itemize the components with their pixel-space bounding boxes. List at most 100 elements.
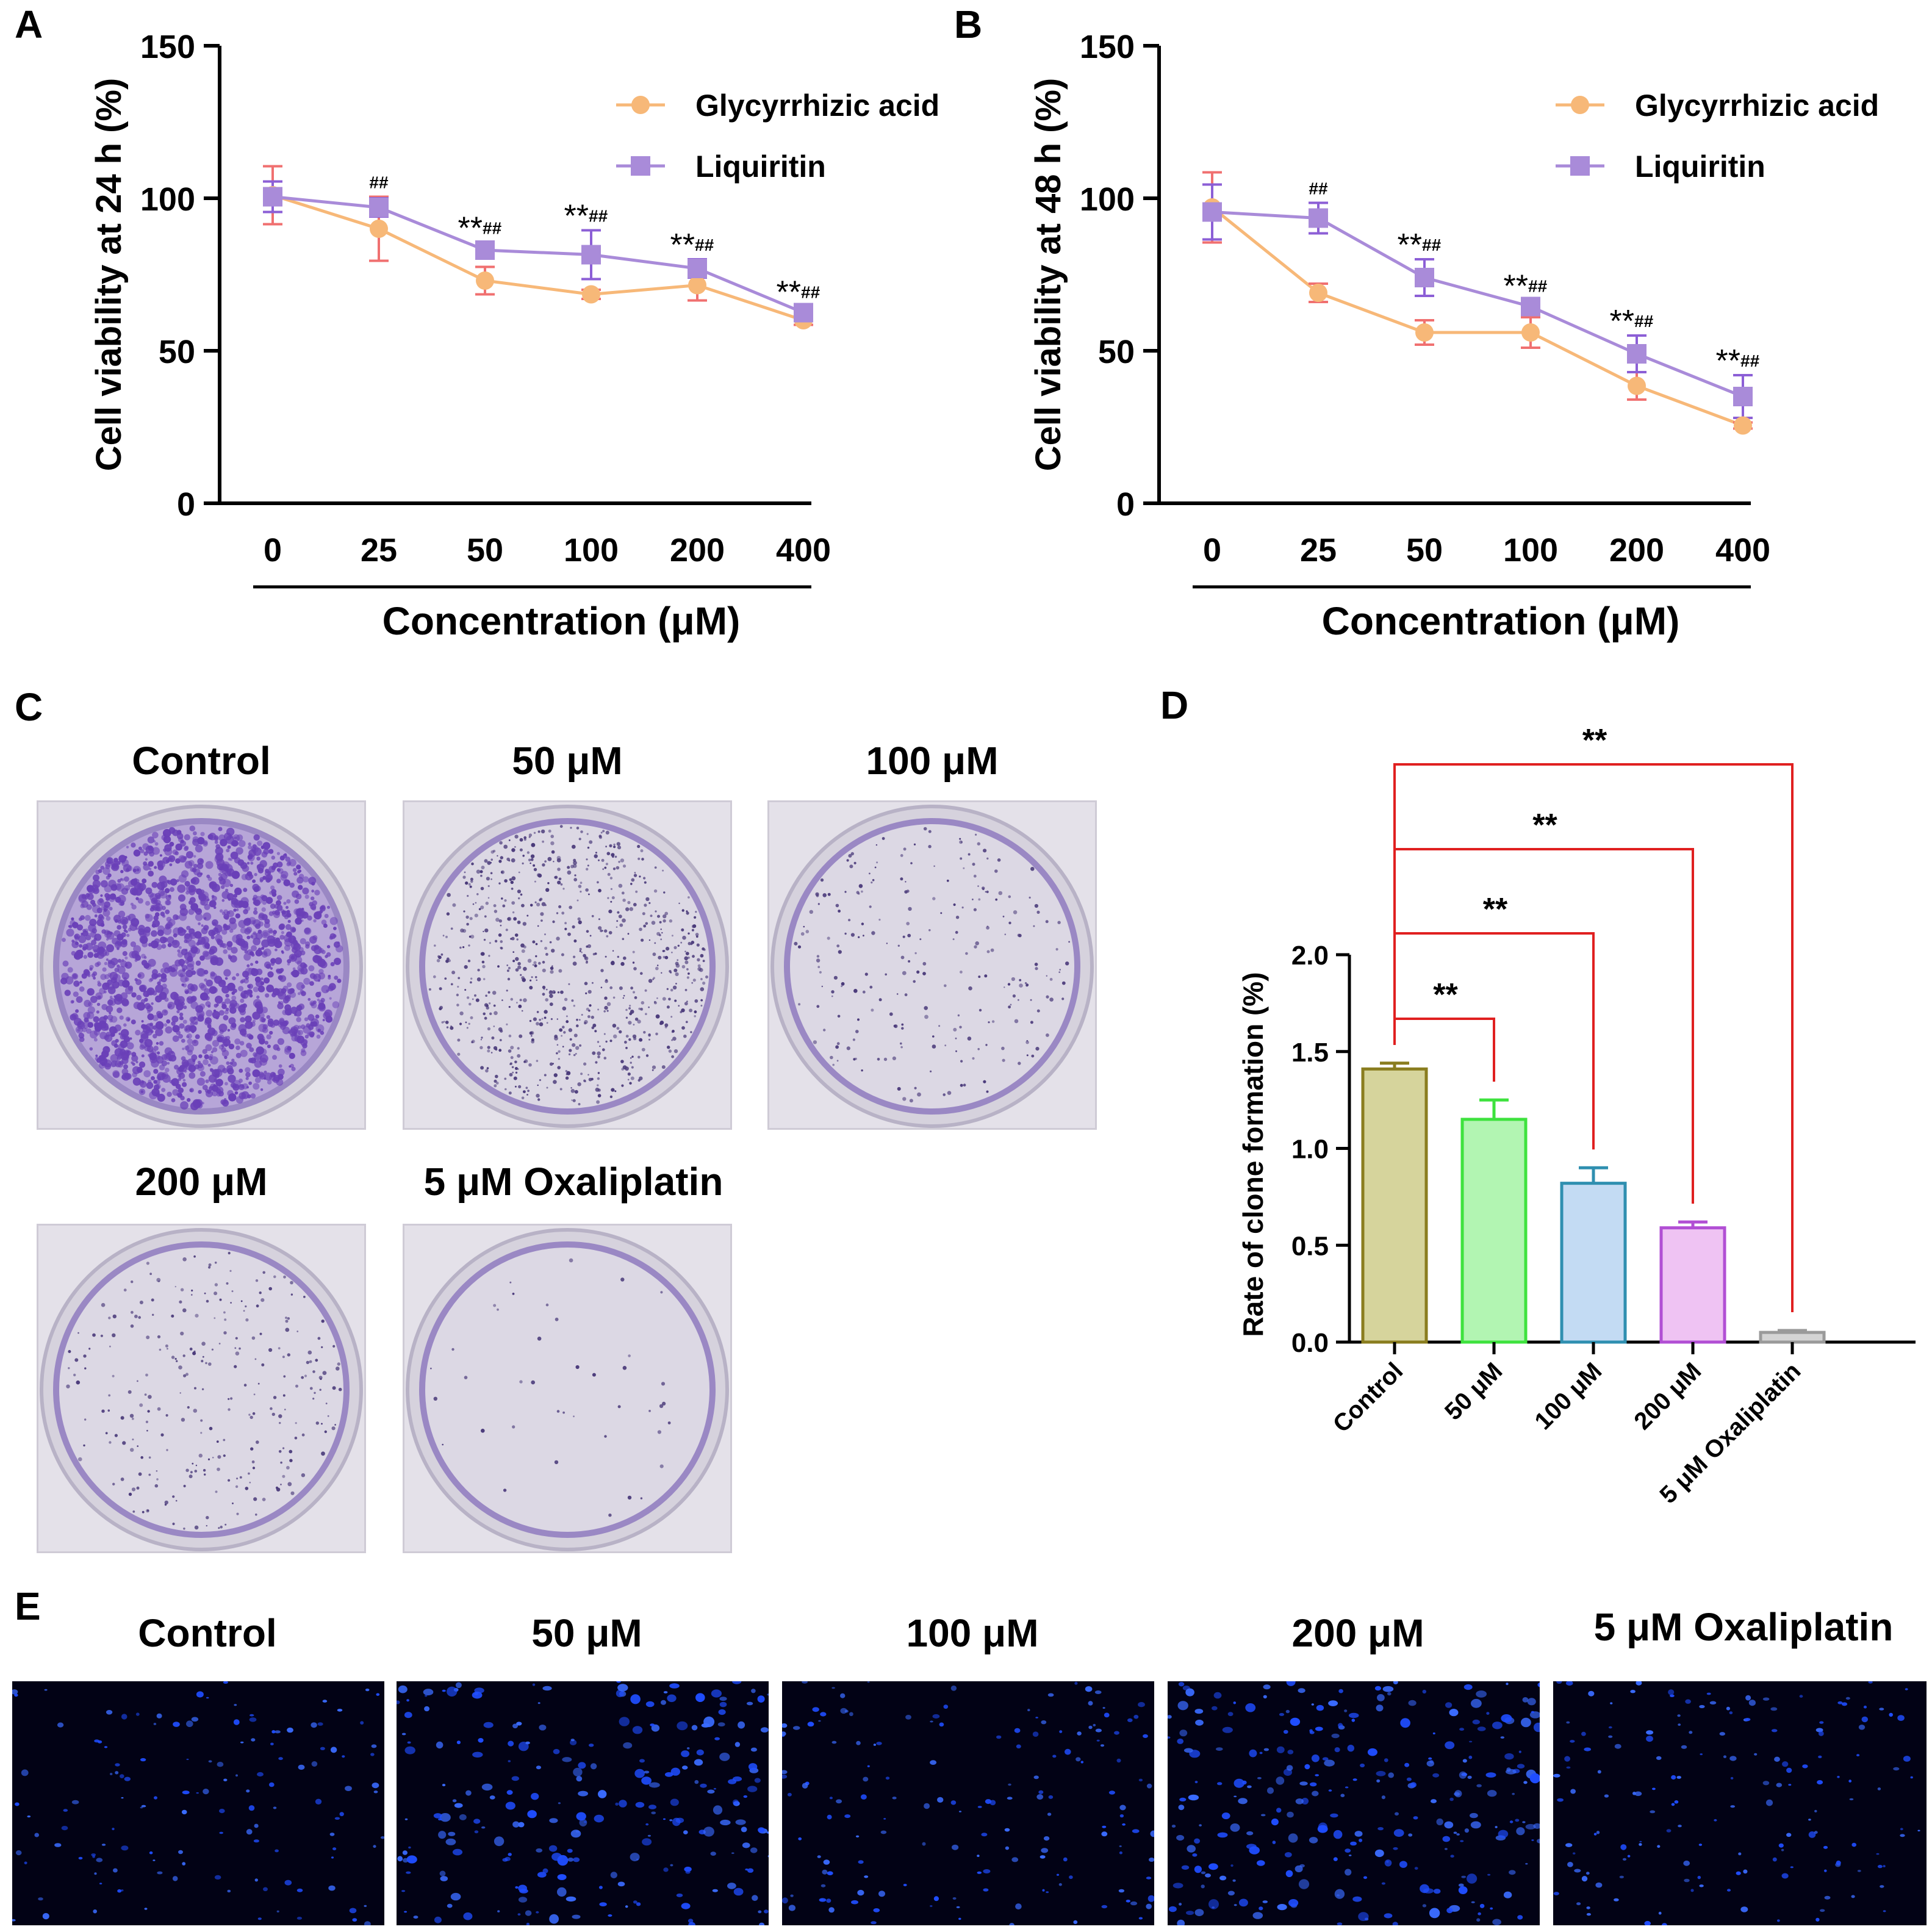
colony [691,941,695,944]
colony [286,861,291,867]
colony [273,1075,281,1082]
nucleus [548,1845,558,1852]
colony [192,1462,194,1465]
nucleus [720,1819,731,1826]
colony [148,871,154,877]
colony [195,1034,200,1040]
colony [583,1079,586,1082]
colony [122,951,127,957]
fluor-title-100um: 100 μM [906,1611,1039,1655]
colony [515,1071,518,1074]
colony [101,1409,105,1413]
nucleus [1564,1756,1570,1762]
nucleus [1309,1729,1313,1733]
colony [601,858,605,862]
nucleus [1221,1812,1230,1820]
colony [813,1040,817,1044]
nucleus [447,1903,453,1908]
colony [254,872,257,877]
nucleus [135,1712,140,1716]
colony [587,944,591,949]
colony [243,1310,245,1312]
colony [985,891,986,893]
nucleus [1634,1791,1642,1797]
nucleus [439,1813,451,1822]
colony [629,1082,632,1085]
colony [244,950,248,954]
colony [199,1071,206,1077]
nucleus [1619,1875,1624,1878]
colony [91,939,97,946]
colony [550,970,554,974]
colony [111,1040,117,1046]
colony [271,865,276,871]
colony [546,1022,548,1024]
colony [539,1022,544,1027]
nucleus [1284,1852,1292,1858]
colony [683,1034,687,1038]
colony [174,1357,177,1360]
nucleus [1748,1700,1756,1706]
nucleus [1186,1911,1194,1916]
nucleus [1622,1858,1627,1861]
colony [167,1348,168,1350]
nucleus [1824,1895,1831,1900]
nucleus [1879,1708,1884,1711]
colony [82,946,87,951]
nucleus [1471,1901,1475,1903]
nucleus [404,1818,408,1820]
colony [215,934,223,942]
nucleus [442,1784,446,1787]
x-tick-label: 400 [1715,532,1770,569]
colony [118,1032,121,1035]
colony [509,1281,512,1284]
colony [174,1065,179,1070]
colony [486,1067,489,1069]
nucleus [1467,1775,1472,1779]
colony [537,1337,542,1341]
colony [135,1030,141,1036]
nucleus [257,1917,262,1920]
nucleus [1102,1707,1105,1709]
colony [246,861,250,865]
colony [231,1290,234,1293]
colony [556,1044,559,1046]
colony [185,949,188,952]
colony [608,931,612,935]
nucleus [1043,1836,1050,1841]
colony [168,966,173,969]
colony [287,963,290,966]
colony [578,885,582,888]
nucleus [1509,1870,1516,1875]
colony [869,985,873,989]
colony [286,910,290,914]
nucleus [1516,1827,1525,1836]
colony [112,1314,117,1319]
colony [300,1024,306,1030]
colony [228,1252,231,1255]
nucleus [1584,1747,1591,1751]
colony [157,974,160,978]
nucleus [1042,1889,1045,1892]
colony [145,1420,148,1423]
colony [697,964,701,968]
significance-hashes: ## [589,207,608,226]
colony [253,1058,256,1061]
colony [695,933,699,936]
colony [586,930,589,933]
colony [542,985,546,989]
colony [174,1285,176,1288]
nucleus [1522,1697,1529,1703]
colony [468,1022,470,1025]
colony [159,1348,162,1351]
nucleus [977,1855,980,1857]
colony [73,1373,76,1377]
colony [883,1057,888,1061]
colony [522,862,524,864]
colony [644,989,647,992]
colony [659,1464,664,1468]
colony [1001,1046,1005,1050]
significance-hashes: ## [695,235,714,254]
colony [1034,903,1038,908]
colony [609,1040,612,1043]
